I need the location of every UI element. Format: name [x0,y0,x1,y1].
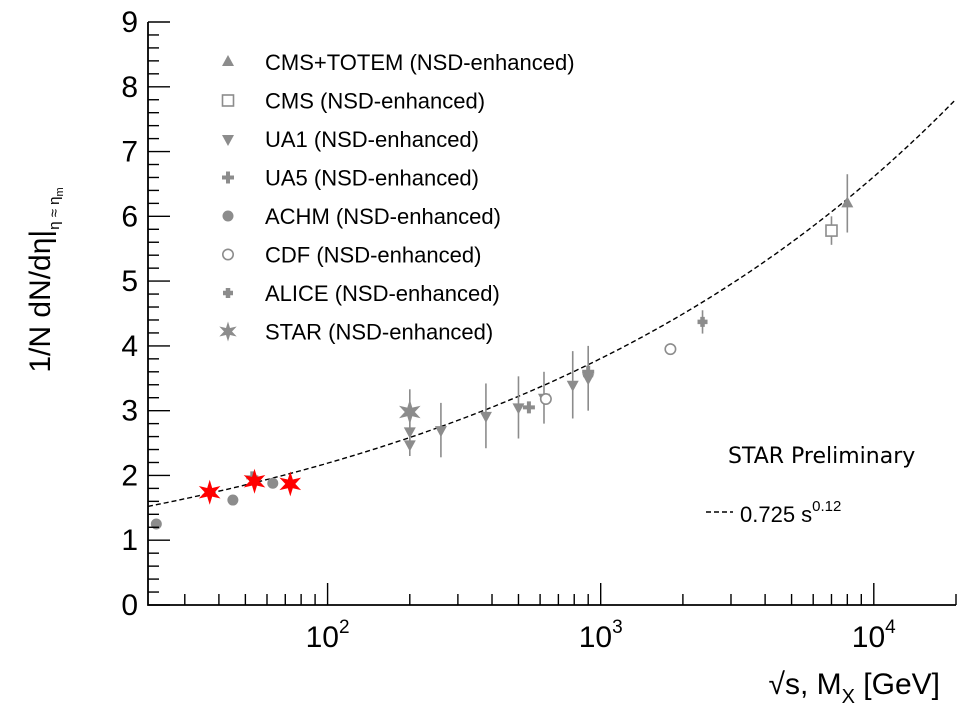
legend-marker [221,94,235,107]
y-tick-label: 3 [121,395,138,428]
x-tick-label: 103 [579,617,623,654]
fit-legend-text: 0.725 s0.12 [740,498,841,527]
y-tick-label: 7 [121,136,138,169]
data-point [243,468,266,494]
y-tick-label: 9 [121,6,138,39]
series-1 [825,216,838,245]
legend-item: STAR (NSD-enhanced) [219,320,493,345]
star-preliminary-bg [715,440,951,470]
legend-label: ALICE (NSD-enhanced) [265,281,500,306]
legend-label: CMS (NSD-enhanced) [265,89,485,114]
data-point [841,196,854,208]
legend-label: ACHM (NSD-enhanced) [265,204,501,229]
y-tick-label: 4 [121,330,138,363]
legend: CMS+TOTEM (NSD-enhanced) CMS (NSD-enhance… [219,50,575,345]
legend-label: UA1 (NSD-enhanced) [265,127,479,152]
data-point [539,393,552,406]
series-7 [399,389,421,435]
legend-label: CDF (NSD-enhanced) [265,243,481,268]
y-tick-label: 5 [121,265,138,298]
ticks-layer: 0 1 2 3 4 5 6 7 8 9 102 103 104 [121,6,957,654]
series-5 [539,343,677,406]
x-axis-title: √s, MX [GeV] [768,668,940,704]
x-tick-label: 104 [852,617,896,654]
fit-layer [147,98,957,508]
star-preliminary-text: STAR Preliminary [728,444,915,469]
y-tick-label: 8 [121,71,138,104]
y-tick-label: 6 [121,200,138,233]
legend-item: CMS+TOTEM (NSD-enhanced) [222,50,575,75]
data-point [566,380,579,392]
data-point [512,403,525,415]
legend-label: STAR (NSD-enhanced) [265,320,493,345]
legend-marker [219,321,237,342]
data-point [198,479,221,505]
y-tick-label: 2 [121,459,138,492]
legend-marker [222,171,234,184]
y-tick-label: 1 [121,524,138,557]
data-point [583,370,594,381]
legend-marker [222,248,235,261]
series-2 [403,345,595,458]
legend-marker [223,288,233,298]
y-axis-title: 1/N dN/dη|η ≈ ηm [24,187,66,372]
data-point [825,224,838,237]
data-point [399,399,421,425]
x-tick-label: 102 [306,617,350,654]
legend-label: UA5 (NSD-enhanced) [265,166,479,191]
legend-marker [222,55,234,66]
data-point [664,343,677,356]
legend-marker [222,210,234,222]
data-point [522,401,535,414]
legend-marker [222,135,234,146]
series-4 [150,477,279,530]
series-6 [583,310,708,381]
series-8 [198,468,302,505]
data-point [434,426,447,438]
legend-item: ACHM (NSD-enhanced) [222,204,501,229]
legend-label: CMS+TOTEM (NSD-enhanced) [265,50,575,75]
data-point [479,411,492,423]
points-layer [150,174,854,530]
fit-legend: 0.725 s0.12 [706,498,841,527]
legend-item: UA1 (NSD-enhanced) [222,127,479,152]
y-tick-label: 0 [121,589,138,622]
star-preliminary-label: STAR Preliminary [715,440,951,470]
legend-item: CMS (NSD-enhanced) [221,89,485,114]
series-3 [246,365,595,484]
data-point [697,316,708,327]
fit-curve [147,98,957,508]
data-point [227,494,239,506]
legend-item: UA5 (NSD-enhanced) [222,166,479,191]
legend-item: ALICE (NSD-enhanced) [223,281,500,306]
data-point [279,471,302,497]
data-point [267,477,279,489]
series-0 [841,174,854,233]
legend-item: CDF (NSD-enhanced) [222,243,481,268]
